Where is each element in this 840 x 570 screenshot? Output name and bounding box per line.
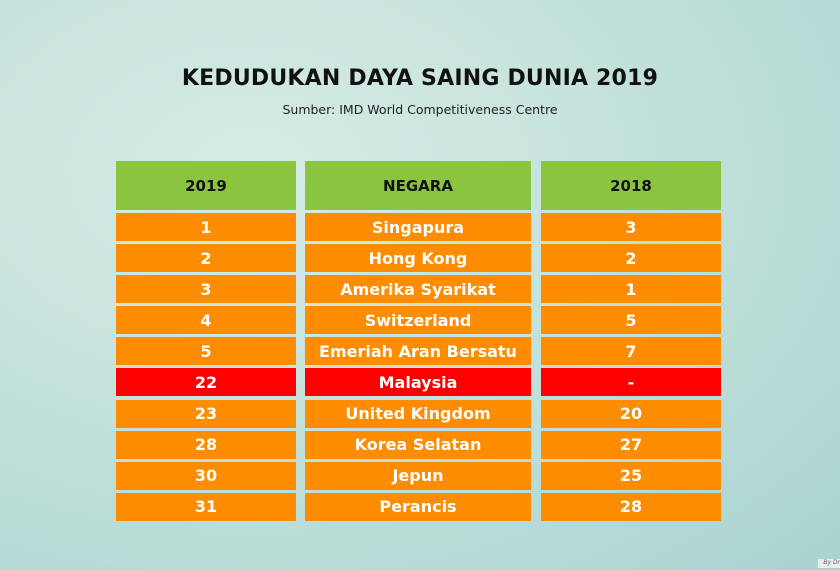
column-country: NEGARA Singapura Hong Kong Amerika Syari…: [305, 161, 531, 524]
header-2019: 2019: [116, 161, 296, 210]
rank-2019-cell: 30: [116, 461, 296, 490]
rank-2019-cell: 2: [116, 244, 296, 273]
rank-2018-cell: 3: [541, 213, 721, 241]
rank-2019-cell: 5: [116, 337, 296, 366]
source-subtitle: Sumber: IMD World Competitiveness Centre: [282, 102, 558, 117]
rank-2019-cell: 3: [116, 275, 296, 304]
header-country: NEGARA: [305, 161, 531, 210]
rank-2019-cell: 28: [116, 430, 296, 459]
rank-2019-cell: 31: [116, 492, 296, 521]
country-cell: Jepun: [305, 461, 531, 490]
rank-2019-cell: 1: [116, 213, 296, 241]
rank-2018-cell: 7: [541, 337, 721, 366]
rank-2018-cell: 28: [541, 492, 721, 521]
header-2018: 2018: [541, 161, 721, 210]
country-cell: United Kingdom: [305, 399, 531, 428]
column-2018: 2018 3 2 1 5 7 - 20 27 25 28: [541, 161, 721, 524]
rank-2018-cell: 5: [541, 306, 721, 335]
country-cell: Perancis: [305, 492, 531, 521]
country-cell: Switzerland: [305, 306, 531, 335]
rank-2019-cell-highlighted: 22: [116, 368, 296, 397]
country-cell: Amerika Syarikat: [305, 275, 531, 304]
column-2019: 2019 1 2 3 4 5 22 23 28 30 31: [116, 161, 296, 524]
rank-2018-cell: 27: [541, 430, 721, 459]
country-cell: Korea Selatan: [305, 430, 531, 459]
rank-2018-cell: 25: [541, 461, 721, 490]
rank-2019-cell: 4: [116, 306, 296, 335]
country-cell: Hong Kong: [305, 244, 531, 273]
rank-2018-cell-highlighted: -: [541, 368, 721, 397]
country-cell: Singapura: [305, 213, 531, 241]
rank-2018-cell: 20: [541, 399, 721, 428]
page-title: KEDUDUKAN DAYA SAING DUNIA 2019: [181, 66, 659, 91]
rank-2018-cell: 2: [541, 244, 721, 273]
country-cell: Emeriah Aran Bersatu: [305, 337, 531, 366]
credit-watermark: By Dr: [818, 559, 840, 568]
country-cell-highlighted: Malaysia: [305, 368, 531, 397]
rank-2019-cell: 23: [116, 399, 296, 428]
rank-2018-cell: 1: [541, 275, 721, 304]
